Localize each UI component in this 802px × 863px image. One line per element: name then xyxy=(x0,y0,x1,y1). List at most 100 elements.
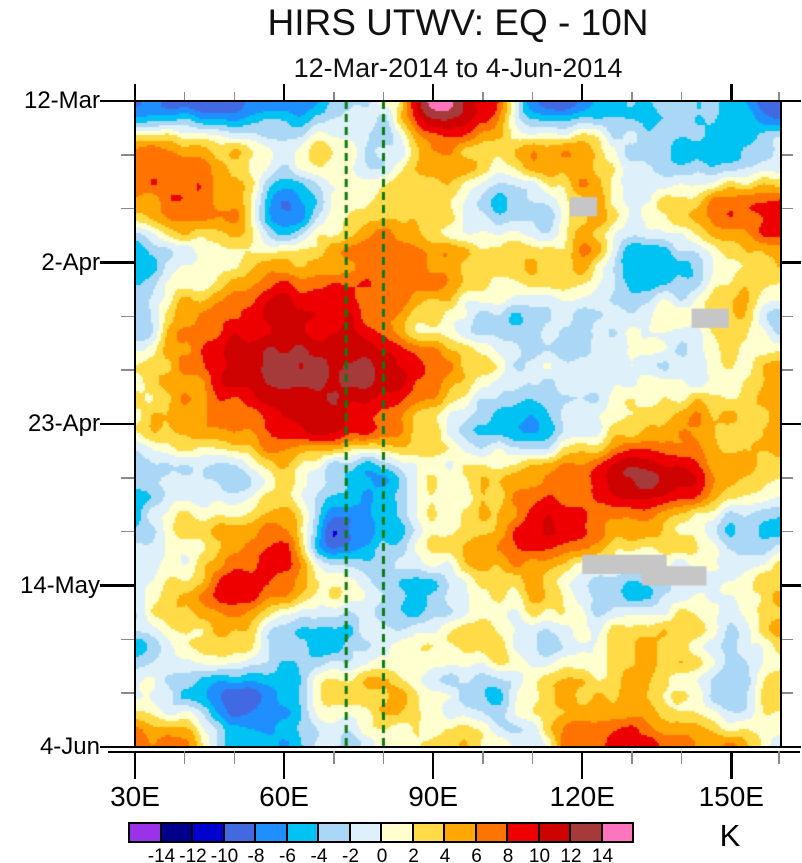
y-axis-minor-tick-right xyxy=(782,477,793,479)
x-axis-tick-label: 120E xyxy=(549,781,615,812)
x-axis-major-tick xyxy=(580,751,584,779)
x-axis-minor-tick xyxy=(482,751,484,764)
y-axis-tick-label: 12-Mar xyxy=(23,87,100,114)
y-axis-minor-tick-right xyxy=(782,207,793,210)
x-axis-line xyxy=(108,751,800,753)
x-axis-minor-tick xyxy=(778,751,780,764)
x-axis-tick-label: 150E xyxy=(698,781,764,812)
y-axis-minor-tick xyxy=(121,207,134,210)
x-axis-minor-tick-top xyxy=(631,92,633,100)
x-axis-minor-tick-top xyxy=(382,92,385,100)
y-axis-major-tick-right xyxy=(782,99,801,103)
x-axis-major-tick-top xyxy=(730,84,733,100)
x-axis-tick-label: 90E xyxy=(408,781,459,812)
x-axis-minor-tick-top xyxy=(680,92,683,100)
x-axis-major-tick-top xyxy=(431,84,435,100)
x-axis-major-tick xyxy=(431,751,435,779)
colorbar-unit-label: K xyxy=(719,818,741,853)
x-axis-minor-tick-top xyxy=(333,92,335,100)
y-axis-minor-tick-right xyxy=(782,692,793,694)
y-axis-major-tick xyxy=(100,584,134,587)
x-axis-tick-label: 30E xyxy=(110,781,160,812)
colorbar xyxy=(128,822,634,843)
x-axis-minor-tick xyxy=(333,751,335,764)
x-axis-minor-tick xyxy=(183,751,186,764)
hovmoller-field-canvas xyxy=(135,101,781,747)
x-axis-minor-tick-top xyxy=(778,92,780,100)
colorbar-tick-label: -6 xyxy=(279,846,296,863)
colorbar-tick-label: -10 xyxy=(210,846,239,863)
y-axis-major-tick-right xyxy=(782,422,801,426)
colorbar-tick-label: 10 xyxy=(528,846,551,863)
y-axis-major-tick-right xyxy=(782,584,801,587)
colorbar-cell xyxy=(443,822,477,843)
y-axis-minor-tick xyxy=(121,692,134,694)
y-axis-minor-tick xyxy=(121,530,134,533)
colorbar-tick-label: 0 xyxy=(376,846,388,863)
y-axis-major-tick-right xyxy=(782,261,801,264)
x-axis-major-tick-top xyxy=(580,84,584,100)
figure-subtitle: 12-Mar-2014 to 4-Jun-2014 xyxy=(293,53,623,83)
x-axis-minor-tick-top xyxy=(482,92,484,100)
colorbar-cell xyxy=(254,822,288,843)
colorbar-tick-label: -2 xyxy=(342,846,359,863)
x-axis-major-tick-top xyxy=(133,84,137,100)
y-axis-major-tick xyxy=(100,422,134,426)
y-axis-major-tick xyxy=(100,99,134,103)
colorbar-tick-label: -4 xyxy=(310,846,328,863)
x-axis-tick-label: 60E xyxy=(259,781,309,812)
y-axis-major-tick xyxy=(100,745,134,749)
colorbar-cell xyxy=(191,822,225,843)
colorbar-cell xyxy=(537,822,571,843)
colorbar-cell xyxy=(380,822,414,843)
colorbar-tick-label: 12 xyxy=(560,846,582,863)
y-axis-minor-tick-right xyxy=(782,638,793,641)
colorbar-tick-label: 4 xyxy=(439,846,451,863)
x-axis-minor-tick xyxy=(531,751,534,764)
y-axis-tick-label: 4-Jun xyxy=(39,733,100,760)
colorbar-tick-label: -14 xyxy=(147,846,176,863)
x-axis-minor-tick xyxy=(382,751,385,764)
figure-title: HIRS UTWV: EQ - 10N xyxy=(267,2,649,43)
x-axis-major-tick xyxy=(730,751,733,779)
y-axis-tick-label: 2-Apr xyxy=(41,248,100,276)
y-axis-minor-tick xyxy=(121,369,134,371)
colorbar-cell xyxy=(600,822,634,843)
x-axis-minor-tick xyxy=(631,751,633,764)
colorbar-tick-label: -8 xyxy=(247,846,265,863)
colorbar-tick-label: 8 xyxy=(502,846,514,863)
y-axis-minor-tick-right xyxy=(782,530,793,533)
y-axis-minor-tick xyxy=(121,154,134,156)
y-axis-minor-tick-right xyxy=(782,315,793,318)
colorbar-tick-label: 6 xyxy=(471,846,482,863)
colorbar-tick-label: -12 xyxy=(179,846,207,863)
x-axis-minor-tick-top xyxy=(531,92,534,100)
colorbar-cell xyxy=(411,822,445,843)
y-axis-tick-label: 23-Apr xyxy=(27,410,100,437)
colorbar-cell xyxy=(348,822,382,843)
x-axis-minor-tick xyxy=(680,751,683,764)
y-axis-minor-tick-right xyxy=(782,369,793,371)
y-axis-major-tick xyxy=(100,261,134,264)
colorbar-cell xyxy=(285,822,319,843)
x-axis-major-tick xyxy=(133,751,137,779)
x-axis-major-tick-top xyxy=(282,84,286,100)
y-axis-minor-tick xyxy=(121,638,134,641)
colorbar-cell xyxy=(569,822,603,843)
x-axis-major-tick xyxy=(282,751,286,779)
colorbar-cell xyxy=(474,822,508,843)
y-axis-major-tick-right xyxy=(782,745,801,749)
colorbar-cell xyxy=(506,822,540,843)
colorbar-cell xyxy=(222,822,256,843)
colorbar-tick-label: 2 xyxy=(408,846,419,863)
colorbar-tick-label: 14 xyxy=(591,846,614,863)
y-axis-minor-tick xyxy=(121,477,134,479)
x-axis-minor-tick xyxy=(233,751,236,764)
colorbar-cell xyxy=(159,822,193,843)
colorbar-cell xyxy=(317,822,351,843)
y-axis-tick-label: 14-May xyxy=(19,571,100,599)
y-axis-minor-tick-right xyxy=(782,154,793,156)
y-axis-minor-tick xyxy=(121,315,134,318)
x-axis-minor-tick-top xyxy=(183,92,186,100)
